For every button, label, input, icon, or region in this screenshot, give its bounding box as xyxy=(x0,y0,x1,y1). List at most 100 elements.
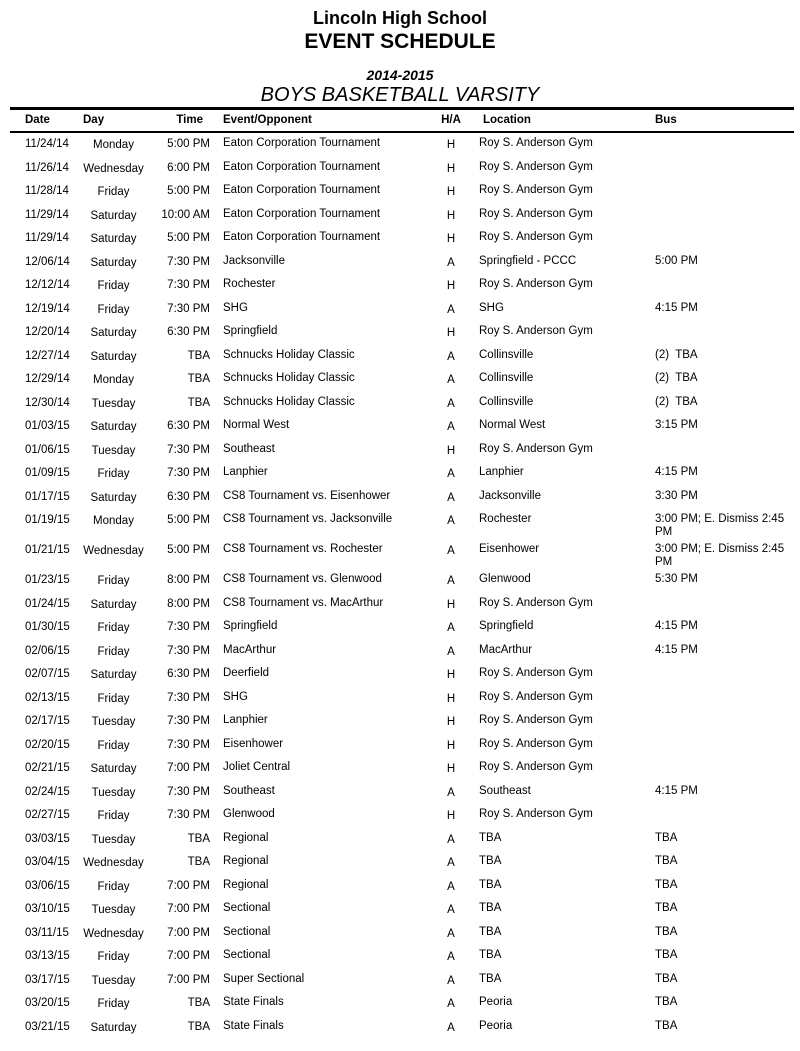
cell-date: 01/06/15 xyxy=(25,443,70,456)
cell-time: 5:00 PM xyxy=(167,138,210,150)
cell-home-away: H xyxy=(446,327,456,339)
cell-day: Saturday xyxy=(90,669,137,681)
cell-home-away: A xyxy=(447,545,455,557)
cell-time: 5:00 PM xyxy=(167,232,210,244)
cell-day: Saturday xyxy=(90,491,137,504)
cell-bus: (2) TBA xyxy=(655,372,698,384)
table-row: 03/21/15 Saturday TBA State Finals A Peo… xyxy=(0,1016,800,1040)
cell-day: Monday xyxy=(93,515,134,527)
cell-location: TBA xyxy=(479,972,502,985)
cell-day: Saturday xyxy=(90,256,137,269)
cell-event-opponent: MacArthur xyxy=(223,643,277,656)
cell-day: Wednesday xyxy=(83,927,144,940)
cell-date: 02/17/15 xyxy=(25,715,70,727)
cell-day: Tuesday xyxy=(91,444,136,457)
cell-time: 7:30 PM xyxy=(167,715,210,727)
col-header-event-opponent: Event/Opponent xyxy=(223,114,312,126)
team-subtitle: BOYS BASKETBALL VARSITY xyxy=(260,84,540,106)
cell-day: Friday xyxy=(97,810,130,822)
cell-day: Monday xyxy=(93,374,134,386)
header-rule-top xyxy=(10,107,794,110)
cell-location: Roy S. Anderson Gym xyxy=(479,325,593,337)
cell-location: Peoria xyxy=(479,1019,513,1032)
cell-day: Saturday xyxy=(90,763,137,775)
cell-home-away: H xyxy=(446,139,456,151)
cell-time: 7:30 PM xyxy=(167,467,210,479)
cell-day: Friday xyxy=(97,303,130,316)
cell-event-opponent: Sectional xyxy=(223,925,271,938)
cell-time: 7:30 PM xyxy=(167,443,210,456)
cell-event-opponent: Springfield xyxy=(223,325,278,337)
table-row: 12/20/14 Saturday 6:30 PM Springfield H … xyxy=(0,321,800,345)
cell-event-opponent: SHG xyxy=(223,690,248,703)
cell-date: 12/29/14 xyxy=(25,373,70,385)
cell-location: Roy S. Anderson Gym xyxy=(479,690,593,703)
cell-event-opponent: Super Sectional xyxy=(223,972,305,985)
cell-location: Roy S. Anderson Gym xyxy=(479,160,593,173)
cell-home-away: A xyxy=(447,1021,455,1034)
cell-location: Normal West xyxy=(479,419,546,431)
cell-time: 6:30 PM xyxy=(167,420,210,432)
cell-bus: 3:00 PM; E. Dismiss 2:45 PM xyxy=(655,543,788,568)
cell-event-opponent: Eaton Corporation Tournament xyxy=(223,184,381,196)
cell-home-away: H xyxy=(446,716,456,728)
cell-time: 8:00 PM xyxy=(167,597,210,610)
table-row: 01/17/15 Saturday 6:30 PM CS8 Tournament… xyxy=(0,486,800,510)
cell-date: 01/21/15 xyxy=(25,544,70,556)
table-row: 03/17/15 Tuesday 7:00 PM Super Sectional… xyxy=(0,969,800,993)
cell-home-away: A xyxy=(447,786,455,799)
cell-time: 7:30 PM xyxy=(167,644,210,657)
cell-home-away: H xyxy=(446,280,456,292)
cell-location: Roy S. Anderson Gym xyxy=(479,278,593,290)
cell-home-away: A xyxy=(447,350,455,363)
cell-event-opponent: Eisenhower xyxy=(223,737,284,750)
cell-bus: 5:30 PM xyxy=(655,573,698,585)
table-row: 11/26/14 Wednesday 6:00 PM Eaton Corpora… xyxy=(0,157,800,181)
cell-date: 12/19/14 xyxy=(25,302,70,315)
col-header-location: Location xyxy=(483,114,531,126)
cell-location: Springfield - PCCC xyxy=(479,254,577,267)
cell-day: Friday xyxy=(97,186,130,198)
cell-home-away: A xyxy=(447,904,455,916)
cell-location: Roy S. Anderson Gym xyxy=(479,761,593,773)
cell-bus: 4:15 PM xyxy=(655,620,698,632)
table-row: 12/19/14 Friday 7:30 PM SHG A SHG 4:15 P… xyxy=(0,298,800,322)
table-row: 01/21/15 Wednesday 5:00 PM CS8 Tournamen… xyxy=(0,539,800,569)
cell-date: 03/10/15 xyxy=(25,903,70,915)
cell-time: TBA xyxy=(187,856,210,868)
cell-bus: 3:15 PM xyxy=(655,419,698,431)
col-header-bus: Bus xyxy=(655,114,677,126)
table-row: 12/27/14 Saturday TBA Schnucks Holiday C… xyxy=(0,345,800,369)
table-row: 02/21/15 Saturday 7:00 PM Joliet Central… xyxy=(0,757,800,781)
cell-time: 7:30 PM xyxy=(167,809,210,821)
cell-day: Tuesday xyxy=(91,904,136,916)
cell-date: 12/06/14 xyxy=(25,255,70,268)
cell-date: 12/12/14 xyxy=(25,279,70,291)
cell-date: 02/21/15 xyxy=(25,762,70,774)
cell-home-away: A xyxy=(447,397,455,410)
cell-home-away: A xyxy=(447,998,455,1010)
cell-home-away: A xyxy=(447,303,455,316)
cell-event-opponent: Sectional xyxy=(223,949,271,961)
cell-date: 03/13/15 xyxy=(25,950,70,962)
cell-date: 11/26/14 xyxy=(25,161,69,174)
cell-location: Southeast xyxy=(479,784,531,797)
table-row: 02/17/15 Tuesday 7:30 PM Lanphier H Roy … xyxy=(0,710,800,734)
cell-home-away: A xyxy=(447,857,455,869)
cell-home-away: A xyxy=(447,951,455,963)
cell-time: 7:00 PM xyxy=(167,950,210,962)
cell-date: 02/06/15 xyxy=(25,644,70,657)
cell-time: TBA xyxy=(187,349,210,362)
school-name: Lincoln High School xyxy=(313,8,487,28)
cell-time: 7:30 PM xyxy=(167,279,210,291)
cell-home-away: A xyxy=(447,833,455,846)
cell-location: TBA xyxy=(479,925,502,938)
cell-home-away: H xyxy=(446,669,456,681)
cell-date: 02/20/15 xyxy=(25,738,70,751)
table-row: 12/12/14 Friday 7:30 PM Rochester H Roy … xyxy=(0,274,800,298)
cell-home-away: H xyxy=(446,209,456,222)
cell-home-away: A xyxy=(447,491,455,504)
col-header-home-away: H/A xyxy=(441,114,461,126)
cell-time: 7:00 PM xyxy=(167,879,210,892)
cell-home-away: A xyxy=(447,515,455,527)
